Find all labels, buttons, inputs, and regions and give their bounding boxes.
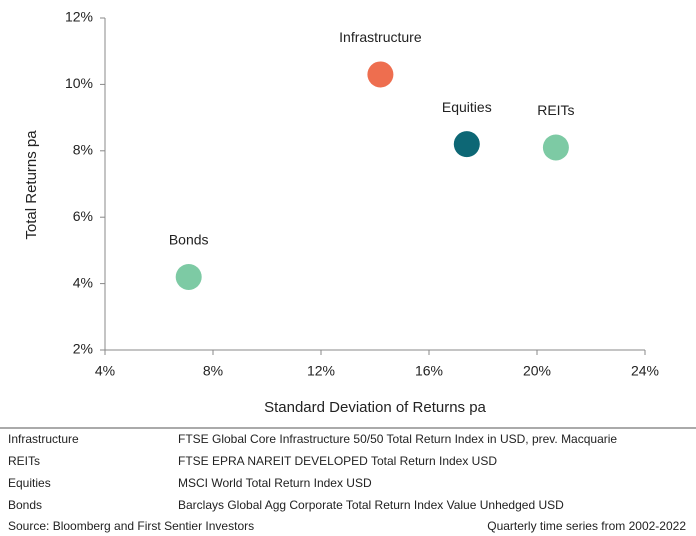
source-note: Source: Bloomberg and First Sentier Inve… xyxy=(8,519,254,533)
y-tick-label: 8% xyxy=(73,142,93,158)
y-tick-label: 2% xyxy=(73,341,93,357)
table-cell: Equities xyxy=(8,476,51,490)
point-label: REITs xyxy=(537,102,574,118)
table-cell: FTSE EPRA NAREIT DEVELOPED Total Return … xyxy=(178,454,497,468)
point xyxy=(175,263,202,290)
x-tick-label: 8% xyxy=(203,363,223,379)
x-tick-label: 20% xyxy=(523,363,551,379)
x-axis-title: Standard Deviation of Returns pa xyxy=(264,399,486,416)
y-tick-label: 10% xyxy=(65,75,93,91)
y-axis-title: Total Returns pa xyxy=(23,130,40,240)
y-tick-label: 4% xyxy=(73,274,93,290)
table-cell: Bonds xyxy=(8,498,42,512)
table-cell: FTSE Global Core Infrastructure 50/50 To… xyxy=(178,432,617,446)
x-tick-label: 4% xyxy=(95,363,115,379)
point xyxy=(367,61,394,88)
table-cell: REITs xyxy=(8,454,40,468)
point-label: Bonds xyxy=(169,232,209,248)
point xyxy=(542,134,569,161)
table-cell: Infrastructure xyxy=(8,432,79,446)
point xyxy=(453,131,480,158)
y-tick-label: 12% xyxy=(65,9,93,25)
x-tick-label: 24% xyxy=(631,363,659,379)
y-tick-label: 6% xyxy=(73,208,93,224)
x-tick-label: 16% xyxy=(415,363,443,379)
point-label: Equities xyxy=(442,99,492,115)
table-cell: MSCI World Total Return Index USD xyxy=(178,476,372,490)
period-note: Quarterly time series from 2002-2022 xyxy=(487,519,686,533)
table-cell: Barclays Global Agg Corporate Total Retu… xyxy=(178,498,564,512)
point-label: Infrastructure xyxy=(339,29,422,45)
x-tick-label: 12% xyxy=(307,363,335,379)
